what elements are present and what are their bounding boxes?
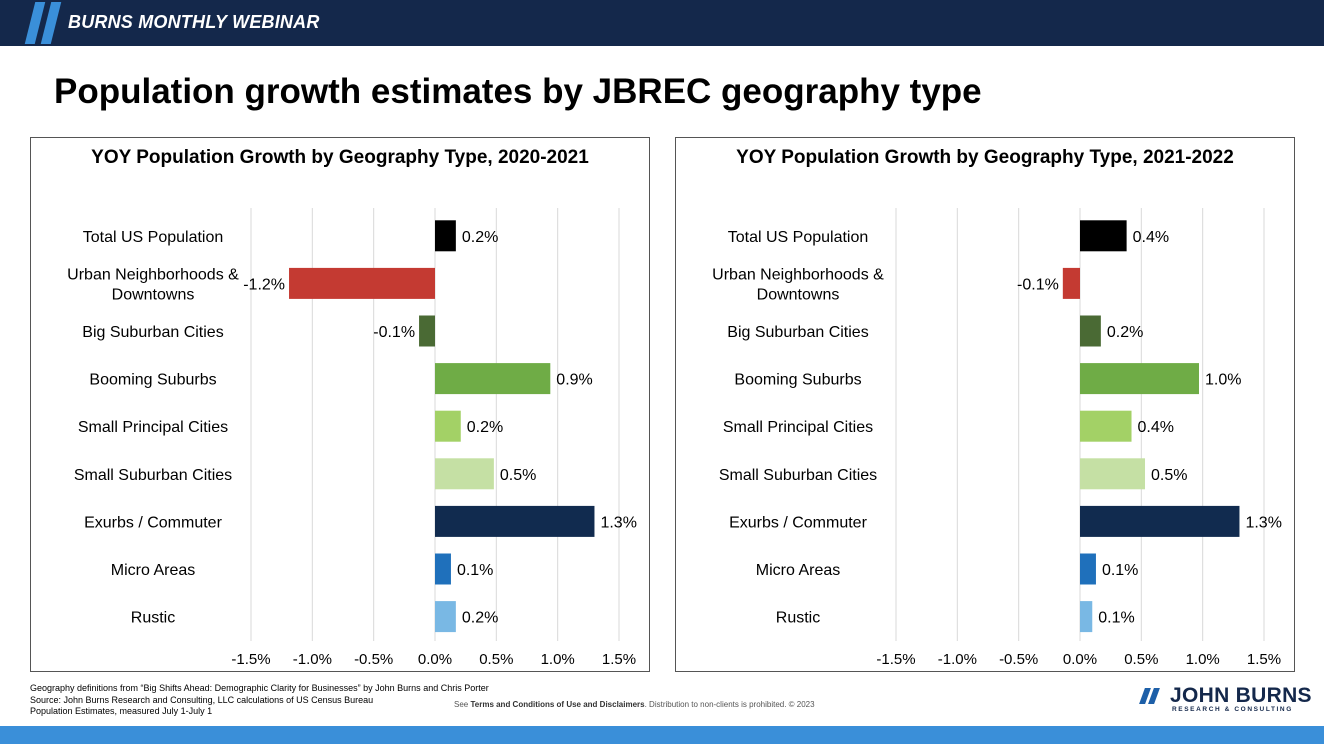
x-tick-label: 1.5% — [1247, 651, 1281, 668]
footer-note: Geography definitions from “Big Shifts A… — [30, 683, 489, 693]
x-tick-label: -0.5% — [999, 651, 1038, 668]
category-label: Small Suburban Cities — [74, 467, 232, 484]
footer-notes: Geography definitions from “Big Shifts A… — [30, 683, 570, 718]
x-tick-label: 0.0% — [418, 651, 452, 668]
x-tick-label: 1.5% — [602, 651, 636, 668]
bottom-bar — [0, 726, 1324, 744]
bar-total-us-population — [435, 220, 456, 252]
bar-small-suburban-cities — [1080, 458, 1146, 490]
john-burns-logo: JOHN BURNS RESEARCH & CONSULTING — [1139, 684, 1312, 714]
category-label: Rustic — [131, 610, 175, 627]
data-label: -0.1% — [1017, 276, 1059, 293]
data-label: -0.1% — [373, 324, 415, 341]
header-title: BURNS MONTHLY WEBINAR — [68, 12, 320, 32]
category-label: Small Principal Cities — [723, 419, 873, 436]
x-tick-label: -1.5% — [231, 651, 270, 668]
category-label: Total US Population — [83, 229, 224, 246]
bar-small-suburban-cities — [435, 458, 494, 490]
x-tick-label: 1.0% — [1186, 651, 1220, 668]
category-label: Exurbs / Commuter — [84, 514, 222, 531]
category-label: Urban Neighborhoods & Downtowns — [67, 266, 239, 303]
footer-disclaimer: See Terms and Conditions of Use and Disc… — [454, 700, 815, 709]
data-label: 0.4% — [1138, 419, 1174, 436]
data-label: 1.3% — [1245, 514, 1281, 531]
data-label: 0.1% — [457, 562, 493, 579]
data-label: 0.1% — [1102, 562, 1138, 579]
bar-urban-neighborhoods-downtowns — [1062, 267, 1080, 299]
bar-small-principal-cities — [1080, 410, 1132, 442]
x-tick-label: 0.0% — [1063, 651, 1097, 668]
data-label: 0.5% — [500, 467, 536, 484]
category-label: Exurbs / Commuter — [729, 514, 867, 531]
x-tick-label: 0.5% — [479, 651, 513, 668]
category-label: Rustic — [776, 610, 820, 627]
x-tick-label: 0.5% — [1124, 651, 1158, 668]
header-stripe-icon — [40, 2, 62, 44]
chart-panel-2021-2022: YOY Population Growth by Geography Type,… — [675, 137, 1295, 672]
bar-chart-2021-2022: -1.5% -1.0% -0.5% 0.0% 0.5% 1.0% 1.5% 0.4% Total… — [712, 208, 1282, 668]
x-tick-label: -1.0% — [938, 651, 977, 668]
category-label: Micro Areas — [111, 562, 195, 579]
bar-chart-2020-2021: -1.5% -1.0% -0.5% 0.0% 0.5% 1.0% 1.5% 0.2% Total… — [67, 208, 637, 668]
x-tick-label: -1.0% — [293, 651, 332, 668]
bar-booming-suburbs — [1080, 363, 1199, 395]
bar-micro-areas — [1080, 553, 1096, 585]
data-label: 0.4% — [1133, 229, 1169, 246]
bar-urban-neighborhoods-downtowns — [289, 267, 435, 299]
category-label: Urban Neighborhoods & Downtowns — [712, 266, 884, 303]
category-label: Total US Population — [728, 229, 869, 246]
bar-big-suburban-cities — [419, 315, 435, 347]
category-label: Booming Suburbs — [734, 372, 861, 389]
bar-micro-areas — [435, 553, 451, 585]
bar-rustic — [1080, 601, 1093, 633]
logo-mark-icon — [1139, 688, 1162, 704]
data-label: 1.3% — [600, 514, 636, 531]
category-label: Big Suburban Cities — [82, 324, 223, 341]
bar-total-us-population — [1080, 220, 1127, 252]
bar-rustic — [435, 601, 456, 633]
chart-title: YOY Population Growth by Geography Type,… — [736, 147, 1234, 168]
bar-big-suburban-cities — [1080, 315, 1101, 347]
bar-exurbs-commuter — [435, 505, 595, 537]
category-label: Big Suburban Cities — [727, 324, 868, 341]
data-label: 0.5% — [1151, 467, 1187, 484]
data-label: 0.2% — [1107, 324, 1143, 341]
data-label: 0.2% — [467, 419, 503, 436]
data-label: 0.9% — [556, 372, 592, 389]
chart-title: YOY Population Growth by Geography Type,… — [91, 147, 589, 168]
bar-booming-suburbs — [435, 363, 551, 395]
disclaimer-suffix: . Distribution to non-clients is prohibi… — [644, 700, 815, 709]
category-label: Booming Suburbs — [89, 372, 216, 389]
chart-panel-2020-2021: YOY Population Growth by Geography Type,… — [30, 137, 650, 672]
bar-small-principal-cities — [435, 410, 461, 442]
logo-main-text: JOHN BURNS — [1170, 684, 1312, 707]
disclaimer-prefix: See — [454, 700, 471, 709]
x-tick-label: -0.5% — [354, 651, 393, 668]
slide-title: Population growth estimates by JBREC geo… — [54, 72, 982, 111]
data-label: 1.0% — [1205, 372, 1241, 389]
category-label: Small Principal Cities — [78, 419, 228, 436]
bar-exurbs-commuter — [1080, 505, 1240, 537]
data-label: -1.2% — [243, 276, 285, 293]
footer-note: Population Estimates, measured July 1-Ju… — [30, 706, 213, 716]
terms-link[interactable]: Terms and Conditions of Use and Disclaim… — [470, 700, 645, 709]
header-bar: BURNS MONTHLY WEBINAR — [0, 0, 1324, 46]
data-label: 0.1% — [1098, 610, 1134, 627]
data-label: 0.2% — [462, 229, 498, 246]
category-label: Micro Areas — [756, 562, 840, 579]
footer-note: Source: John Burns Research and Consulti… — [30, 694, 374, 705]
x-tick-label: 1.0% — [541, 651, 575, 668]
logo-sub-text: RESEARCH & CONSULTING — [1172, 706, 1293, 713]
category-label: Small Suburban Cities — [719, 467, 877, 484]
data-label: 0.2% — [462, 610, 498, 627]
x-tick-label: -1.5% — [876, 651, 915, 668]
